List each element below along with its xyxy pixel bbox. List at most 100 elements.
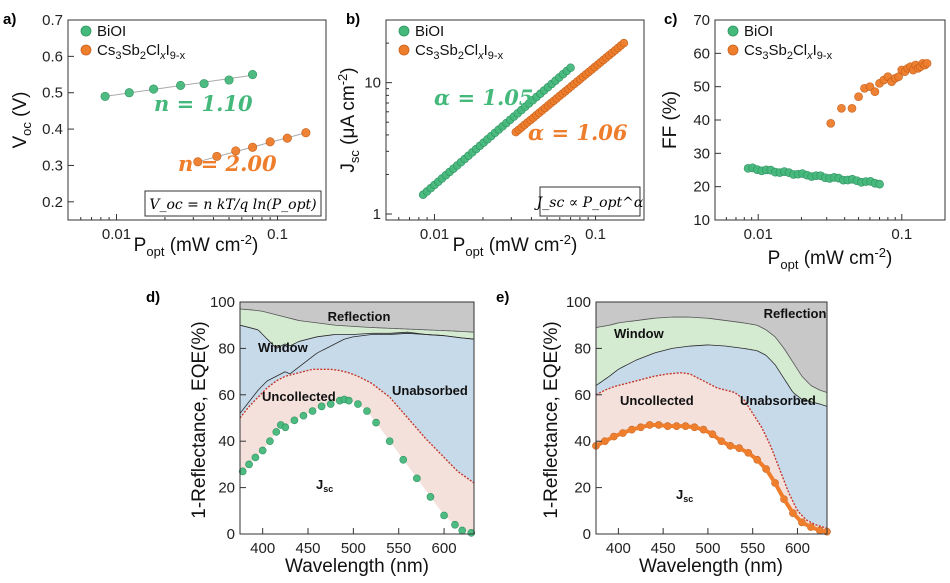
panel-b: b) 0.01 0.1 1 10 BiOI Cs3Sb2ClxI9-x α = 1.0… (335, 11, 645, 259)
reflection-area (240, 302, 474, 333)
y-tick-label: 0 (583, 526, 591, 543)
axis-ticks-b: 0.01 0.1 1 10 (364, 19, 645, 243)
eqe-point (354, 400, 362, 408)
y-tick-label: 10 (364, 75, 381, 92)
legend-marker-cs (398, 44, 410, 56)
panel-c: c) 0.01 0.1 10 20 30 40 50 60 70 BiOI Cs3Sb2ClxI… (660, 11, 946, 272)
legend-cs-sub: 9-x (170, 50, 186, 62)
data-point (282, 133, 292, 143)
y-tick-label: 20 (574, 480, 591, 497)
formula-b: J_sc ∝ P_opt^α (534, 195, 644, 211)
legend-marker-cs (80, 44, 92, 56)
iqe-line (595, 372, 828, 529)
legend-marker-biol (727, 25, 739, 37)
x-axis-label-a: Popt (mW cm-2) (134, 232, 259, 259)
x-axis-label-b: Popt (mW cm-2) (453, 232, 578, 259)
panel-d: d) 400 450 500 550 600 0 20 40 60 80 100 Reflectio… (146, 289, 476, 577)
y-axis-label-a: Voc (V) (10, 91, 34, 148)
eqe-point (290, 416, 299, 425)
x-tick-label: 600 (432, 540, 457, 557)
formula-a: V_oc = n kT/q ln(P_opt) (149, 197, 316, 213)
region-reflection-d: Reflection (328, 309, 391, 324)
annotation-n-cs: n = 2.00 (178, 151, 277, 176)
data-point (854, 92, 863, 102)
data-point (875, 179, 884, 189)
region-window-e: Window (614, 326, 665, 341)
data-point (100, 91, 110, 101)
eqe-point (385, 437, 394, 446)
x-tick-label: 400 (250, 540, 275, 557)
eqe-point (440, 511, 448, 520)
legend-cs-sub: 2 (140, 50, 146, 62)
region-unabsorbed-d: Unabsorbed (392, 383, 468, 398)
eqe-point (372, 418, 380, 427)
eqe-point (272, 428, 281, 436)
iqe-line (239, 368, 475, 484)
formula-box-b (539, 186, 641, 217)
legend-cs-part: I (166, 42, 170, 59)
x-tick-label: 400 (606, 540, 631, 557)
eqe-point (413, 474, 421, 483)
eqe-point (451, 520, 459, 529)
uncollected-area (240, 369, 474, 533)
x-axis-label-c: Popt (mW cm-2) (768, 245, 893, 272)
x-tick-label: 0.1 (585, 226, 606, 243)
axis-ticks-e: 400 450 500 550 600 0 20 40 60 80 100 (566, 294, 810, 557)
data-point (837, 103, 846, 113)
panel-e: e) 400 450 500 550 600 0 20 40 60 80 100 Reflectio… (496, 289, 831, 577)
annotation-alpha-cs: α = 1.06 (528, 120, 628, 145)
area-layers-e (592, 302, 831, 536)
x-axis-label-e: Wavelength (nm) (639, 556, 783, 577)
region-window-d: Window (258, 340, 309, 355)
plot-frame-d (239, 301, 475, 535)
x-tick-label: 550 (386, 540, 411, 557)
x-tick-label: 0.01 (102, 226, 131, 243)
plot-frame-e (595, 301, 828, 535)
panel-letter-c: c) (664, 11, 677, 28)
x-tick-label: 500 (341, 540, 366, 557)
data-point (265, 137, 275, 147)
eqe-point (458, 526, 467, 535)
eqe-point (308, 407, 317, 415)
y-tick-label: 100 (566, 294, 591, 311)
y-tick-label: 60 (574, 387, 591, 404)
x-axis-label-d: Wavelength (nm) (285, 556, 429, 577)
legend-cs-sub: x (159, 50, 166, 62)
legend-cs-c: Cs3Sb2ClxI9-x (744, 42, 833, 62)
fit-lines-a (105, 74, 307, 163)
annotation-n-biol: n = 1.10 (154, 91, 253, 116)
y-tick-label: 0 (227, 526, 235, 543)
y-axis-label-b: Jsc (μA cm-2) (335, 67, 362, 172)
eqe-point (258, 446, 267, 455)
x-tick-label: 0.1 (267, 226, 288, 243)
x-tick-label: 550 (740, 540, 765, 557)
window-area (596, 317, 827, 407)
region-uncollected-d: Uncollected (262, 389, 336, 404)
plot-frame-b (385, 19, 645, 221)
area-layers-d (238, 302, 476, 537)
y-tick-label: 0.7 (42, 12, 63, 29)
points-b (418, 38, 629, 200)
y-tick-label: 50 (693, 79, 710, 96)
data-point (248, 69, 258, 80)
y-tick-label: 80 (574, 340, 591, 357)
eqe-point (281, 423, 290, 432)
eqe-point (251, 453, 260, 462)
eqe-point (467, 528, 476, 537)
unabsorbed-area (596, 344, 827, 529)
y-tick-label: 80 (218, 340, 235, 357)
legend-biol-a: BiOI (97, 23, 126, 40)
x-tick-label: 500 (695, 540, 720, 557)
legend-marker-biol (80, 25, 92, 37)
data-point (176, 80, 186, 91)
eqe-line (595, 422, 828, 534)
y-axis-label-e: 1-Reflectance, EQE(%) (541, 321, 562, 518)
data-point (231, 146, 241, 156)
x-tick-label: 450 (651, 540, 676, 557)
y-tick-label: 30 (693, 145, 710, 162)
data-point (199, 79, 209, 89)
reflection-area (596, 302, 827, 393)
y-tick-label: 0.4 (42, 121, 63, 138)
panel-letter-a: a) (3, 11, 16, 28)
y-tick-label: 0.3 (42, 157, 63, 174)
